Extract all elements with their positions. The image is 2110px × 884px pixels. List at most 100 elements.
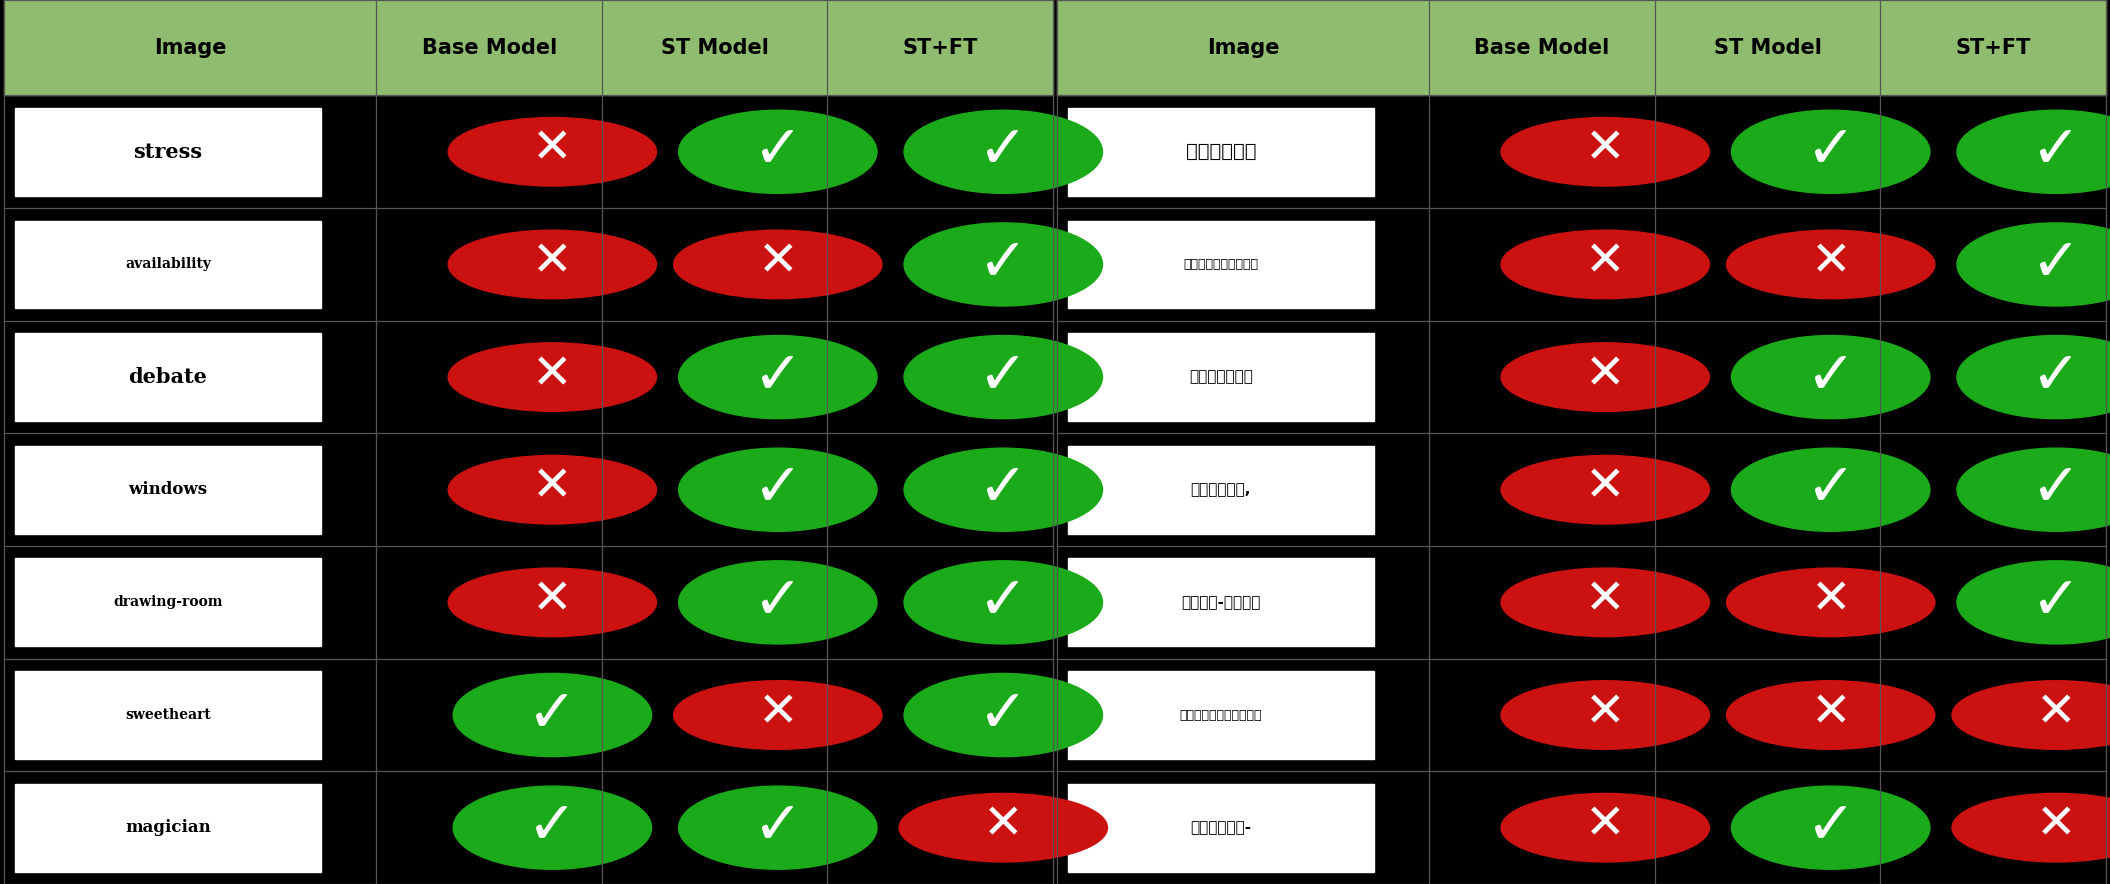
- Bar: [1998, 127, 2110, 176]
- Bar: [827, 0, 1053, 95]
- Ellipse shape: [1500, 343, 1709, 411]
- Ellipse shape: [1500, 118, 1709, 187]
- Circle shape: [454, 674, 652, 757]
- Bar: [1068, 784, 1374, 872]
- Text: ✓: ✓: [979, 573, 1028, 632]
- Bar: [4, 772, 1053, 884]
- Bar: [1998, 578, 2110, 627]
- Bar: [494, 240, 612, 289]
- Bar: [1068, 333, 1374, 421]
- Bar: [720, 353, 836, 401]
- Text: ✓: ✓: [1806, 461, 1857, 519]
- Bar: [720, 690, 836, 740]
- Text: ✕: ✕: [532, 576, 572, 623]
- Text: ✓: ✓: [2032, 347, 2080, 407]
- Circle shape: [1956, 336, 2110, 419]
- Text: Base Model: Base Model: [1475, 38, 1610, 57]
- Bar: [4, 0, 376, 95]
- Bar: [945, 578, 1061, 627]
- Text: Image: Image: [1207, 38, 1279, 57]
- Bar: [376, 0, 601, 95]
- Bar: [4, 546, 1053, 659]
- Text: ✕: ✕: [1585, 689, 1625, 736]
- Bar: [945, 804, 1061, 852]
- Text: ✓: ✓: [753, 347, 804, 407]
- Circle shape: [679, 560, 878, 644]
- Bar: [4, 95, 1053, 208]
- Bar: [1772, 804, 1888, 852]
- Ellipse shape: [673, 230, 882, 299]
- Text: ✓: ✓: [2032, 573, 2080, 632]
- Text: ✕: ✕: [1585, 802, 1625, 849]
- Text: ✕: ✕: [532, 464, 572, 511]
- Bar: [1057, 772, 2106, 884]
- Bar: [601, 0, 827, 95]
- Bar: [4, 433, 1053, 546]
- Bar: [4, 659, 1053, 772]
- Ellipse shape: [1500, 230, 1709, 299]
- Bar: [1547, 578, 1665, 627]
- Circle shape: [1956, 223, 2110, 306]
- Circle shape: [1732, 786, 1931, 869]
- Ellipse shape: [673, 681, 882, 750]
- Ellipse shape: [447, 343, 656, 411]
- Bar: [494, 578, 612, 627]
- Bar: [1772, 690, 1888, 740]
- Text: ✓: ✓: [2032, 461, 2080, 519]
- Bar: [494, 465, 612, 514]
- Circle shape: [679, 336, 878, 419]
- Bar: [945, 690, 1061, 740]
- Bar: [1654, 0, 1880, 95]
- Bar: [15, 671, 321, 759]
- Circle shape: [903, 223, 1104, 306]
- Bar: [1880, 0, 2106, 95]
- Circle shape: [1956, 448, 2110, 531]
- Text: बदजबान: बदजबान: [1186, 142, 1255, 161]
- Text: ✓: ✓: [1806, 347, 1857, 407]
- Circle shape: [903, 674, 1104, 757]
- Bar: [494, 804, 612, 852]
- Bar: [720, 127, 836, 176]
- Bar: [720, 804, 836, 852]
- Bar: [1057, 208, 2106, 321]
- Ellipse shape: [1500, 681, 1709, 750]
- Text: ✓: ✓: [979, 685, 1028, 744]
- Bar: [1772, 240, 1888, 289]
- Bar: [945, 353, 1061, 401]
- Bar: [1057, 0, 1428, 95]
- Ellipse shape: [1726, 568, 1935, 636]
- Bar: [1547, 465, 1665, 514]
- Bar: [1057, 95, 2106, 208]
- Bar: [720, 465, 836, 514]
- Bar: [945, 127, 1061, 176]
- Text: stress: stress: [133, 141, 203, 162]
- Circle shape: [679, 786, 878, 869]
- Text: ✓: ✓: [753, 798, 804, 857]
- Text: ✓: ✓: [1806, 798, 1857, 857]
- Bar: [1428, 0, 1654, 95]
- Ellipse shape: [1952, 793, 2110, 862]
- Ellipse shape: [447, 118, 656, 187]
- Bar: [15, 220, 321, 309]
- Text: ✕: ✕: [983, 802, 1023, 849]
- Bar: [1068, 220, 1374, 309]
- Text: गणपतिं,: गणपतिं,: [1190, 483, 1251, 497]
- Text: magician: magician: [124, 819, 211, 836]
- Bar: [1057, 659, 2106, 772]
- Text: ✓: ✓: [528, 685, 578, 744]
- Bar: [945, 240, 1061, 289]
- Bar: [720, 240, 836, 289]
- Bar: [1547, 127, 1665, 176]
- Ellipse shape: [899, 793, 1108, 862]
- Text: ✓: ✓: [528, 798, 578, 857]
- Text: ✓: ✓: [2032, 235, 2080, 294]
- Text: बकता-झकता: बकता-झकता: [1182, 595, 1260, 610]
- Bar: [1547, 690, 1665, 740]
- Bar: [15, 784, 321, 872]
- Bar: [1068, 559, 1374, 646]
- Text: ✕: ✕: [2036, 689, 2076, 736]
- Text: ✓: ✓: [753, 573, 804, 632]
- Circle shape: [903, 560, 1104, 644]
- Bar: [1057, 433, 2106, 546]
- Bar: [15, 559, 321, 646]
